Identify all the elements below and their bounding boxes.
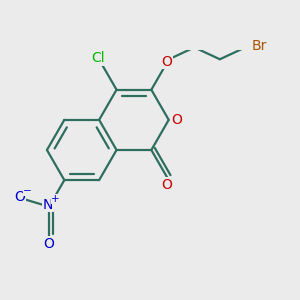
Text: O: O: [171, 113, 182, 127]
Text: O: O: [44, 237, 55, 251]
Text: O: O: [15, 190, 26, 204]
Text: N: N: [43, 197, 53, 212]
Text: O: O: [162, 178, 172, 192]
Text: Br: Br: [252, 39, 267, 53]
Text: Cl: Cl: [92, 51, 105, 65]
Text: −: −: [23, 186, 32, 196]
Text: O: O: [162, 55, 172, 69]
Text: +: +: [51, 194, 60, 204]
